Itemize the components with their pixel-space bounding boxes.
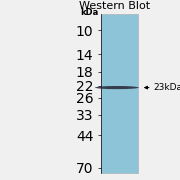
Text: 23kDa: 23kDa (153, 83, 180, 92)
Bar (101, 14, 138, 173)
Ellipse shape (95, 86, 139, 89)
Text: Western Blot: Western Blot (79, 1, 150, 11)
Text: kDa: kDa (80, 8, 98, 17)
